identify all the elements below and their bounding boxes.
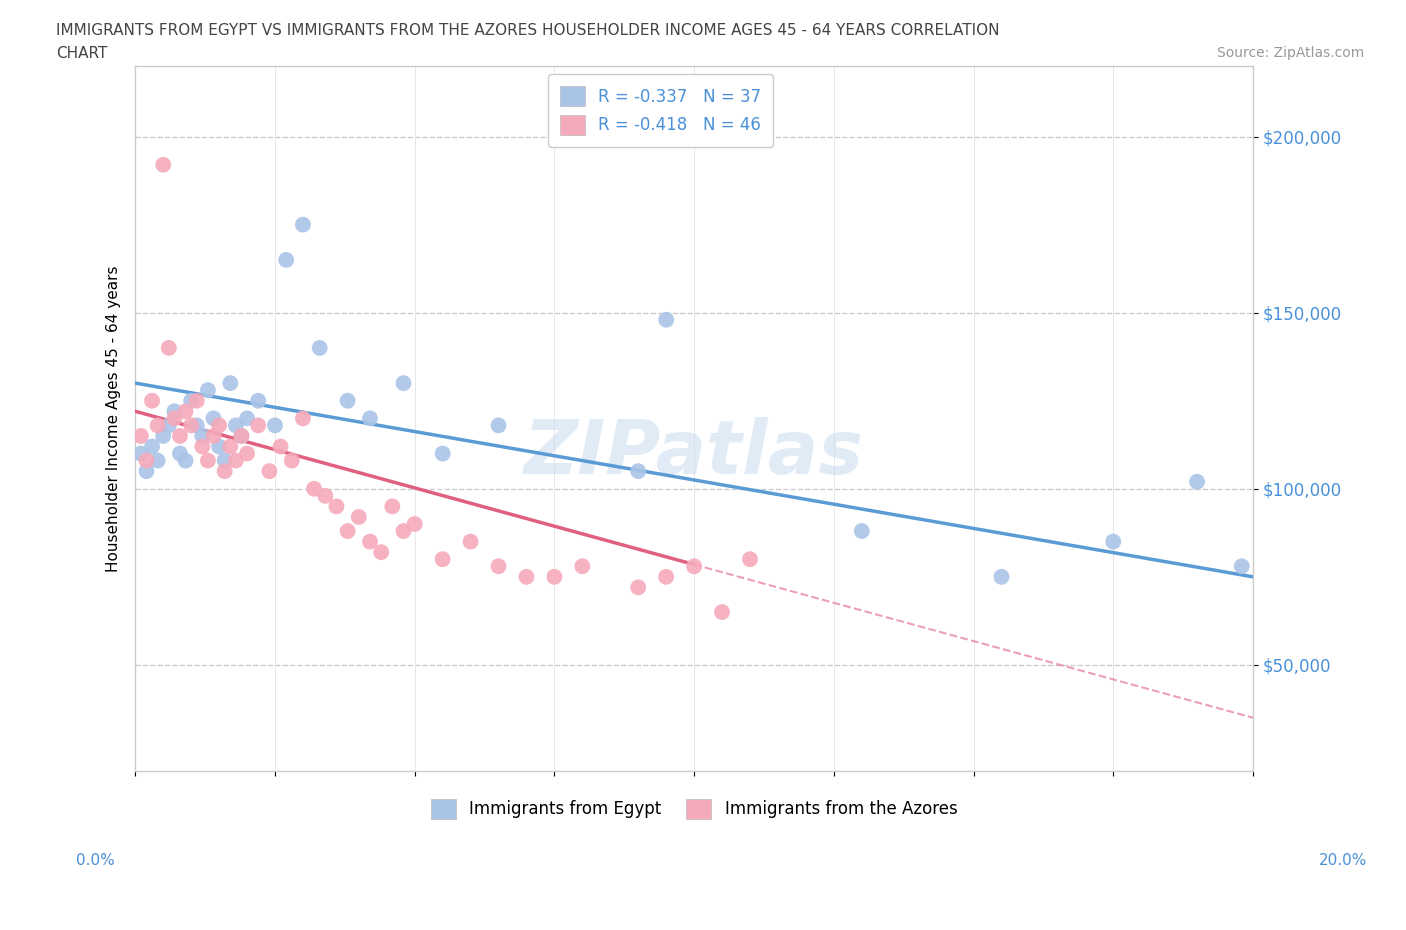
Point bbox=[174, 453, 197, 468]
Point bbox=[247, 393, 270, 408]
Point bbox=[738, 551, 761, 566]
Text: Source: ZipAtlas.com: Source: ZipAtlas.com bbox=[1216, 46, 1364, 60]
Point bbox=[302, 482, 325, 497]
Point bbox=[141, 439, 163, 454]
Point bbox=[202, 429, 225, 444]
Point bbox=[236, 446, 259, 461]
Point bbox=[219, 376, 242, 391]
Point bbox=[325, 499, 347, 514]
Point bbox=[197, 383, 219, 398]
Legend: Immigrants from Egypt, Immigrants from the Azores: Immigrants from Egypt, Immigrants from t… bbox=[425, 792, 965, 826]
Text: ZIPatlas: ZIPatlas bbox=[524, 417, 865, 490]
Point bbox=[627, 580, 650, 595]
Point bbox=[186, 393, 208, 408]
Point bbox=[655, 569, 678, 584]
Point bbox=[152, 157, 174, 172]
Point bbox=[157, 340, 180, 355]
Point bbox=[392, 376, 415, 391]
Point bbox=[308, 340, 330, 355]
Point bbox=[129, 446, 152, 461]
Point bbox=[169, 429, 191, 444]
Point bbox=[281, 453, 304, 468]
Point bbox=[152, 429, 174, 444]
Point bbox=[460, 534, 482, 549]
Point bbox=[163, 411, 186, 426]
Point bbox=[432, 446, 454, 461]
Point bbox=[711, 604, 734, 619]
Point bbox=[208, 439, 231, 454]
Point bbox=[347, 510, 370, 525]
Point bbox=[627, 464, 650, 479]
Point bbox=[1185, 474, 1208, 489]
Point bbox=[197, 453, 219, 468]
Point bbox=[291, 411, 314, 426]
Point bbox=[146, 453, 169, 468]
Point bbox=[180, 418, 202, 432]
Point bbox=[359, 534, 381, 549]
Point bbox=[990, 569, 1012, 584]
Point bbox=[851, 524, 873, 538]
Point bbox=[135, 453, 157, 468]
Point bbox=[163, 404, 186, 418]
Point bbox=[202, 411, 225, 426]
Point bbox=[488, 418, 510, 432]
Point bbox=[180, 393, 202, 408]
Point bbox=[392, 524, 415, 538]
Point bbox=[219, 439, 242, 454]
Point bbox=[135, 464, 157, 479]
Point bbox=[404, 516, 426, 531]
Point bbox=[370, 545, 392, 560]
Text: 0.0%: 0.0% bbox=[76, 853, 115, 868]
Text: CHART: CHART bbox=[56, 46, 108, 61]
Point bbox=[270, 439, 292, 454]
Text: 20.0%: 20.0% bbox=[1319, 853, 1367, 868]
Point bbox=[129, 429, 152, 444]
Point bbox=[515, 569, 537, 584]
Point bbox=[191, 429, 214, 444]
Point bbox=[432, 551, 454, 566]
Point bbox=[169, 446, 191, 461]
Point bbox=[231, 429, 253, 444]
Point bbox=[186, 418, 208, 432]
Point bbox=[174, 404, 197, 418]
Point bbox=[488, 559, 510, 574]
Point bbox=[214, 453, 236, 468]
Point bbox=[225, 418, 247, 432]
Point bbox=[683, 559, 706, 574]
Point bbox=[191, 439, 214, 454]
Point bbox=[214, 464, 236, 479]
Point bbox=[141, 393, 163, 408]
Point bbox=[146, 418, 169, 432]
Point bbox=[157, 418, 180, 432]
Point bbox=[236, 411, 259, 426]
Point bbox=[336, 524, 359, 538]
Point bbox=[291, 218, 314, 232]
Point bbox=[336, 393, 359, 408]
Point bbox=[543, 569, 565, 584]
Point bbox=[1102, 534, 1125, 549]
Point bbox=[208, 418, 231, 432]
Point bbox=[571, 559, 593, 574]
Point bbox=[276, 252, 298, 267]
Point bbox=[359, 411, 381, 426]
Point bbox=[1230, 559, 1253, 574]
Point bbox=[231, 429, 253, 444]
Text: IMMIGRANTS FROM EGYPT VS IMMIGRANTS FROM THE AZORES HOUSEHOLDER INCOME AGES 45 -: IMMIGRANTS FROM EGYPT VS IMMIGRANTS FROM… bbox=[56, 23, 1000, 38]
Point bbox=[259, 464, 281, 479]
Point bbox=[225, 453, 247, 468]
Point bbox=[264, 418, 287, 432]
Point bbox=[247, 418, 270, 432]
Point bbox=[655, 312, 678, 327]
Point bbox=[314, 488, 336, 503]
Y-axis label: Householder Income Ages 45 - 64 years: Householder Income Ages 45 - 64 years bbox=[107, 265, 121, 572]
Point bbox=[381, 499, 404, 514]
